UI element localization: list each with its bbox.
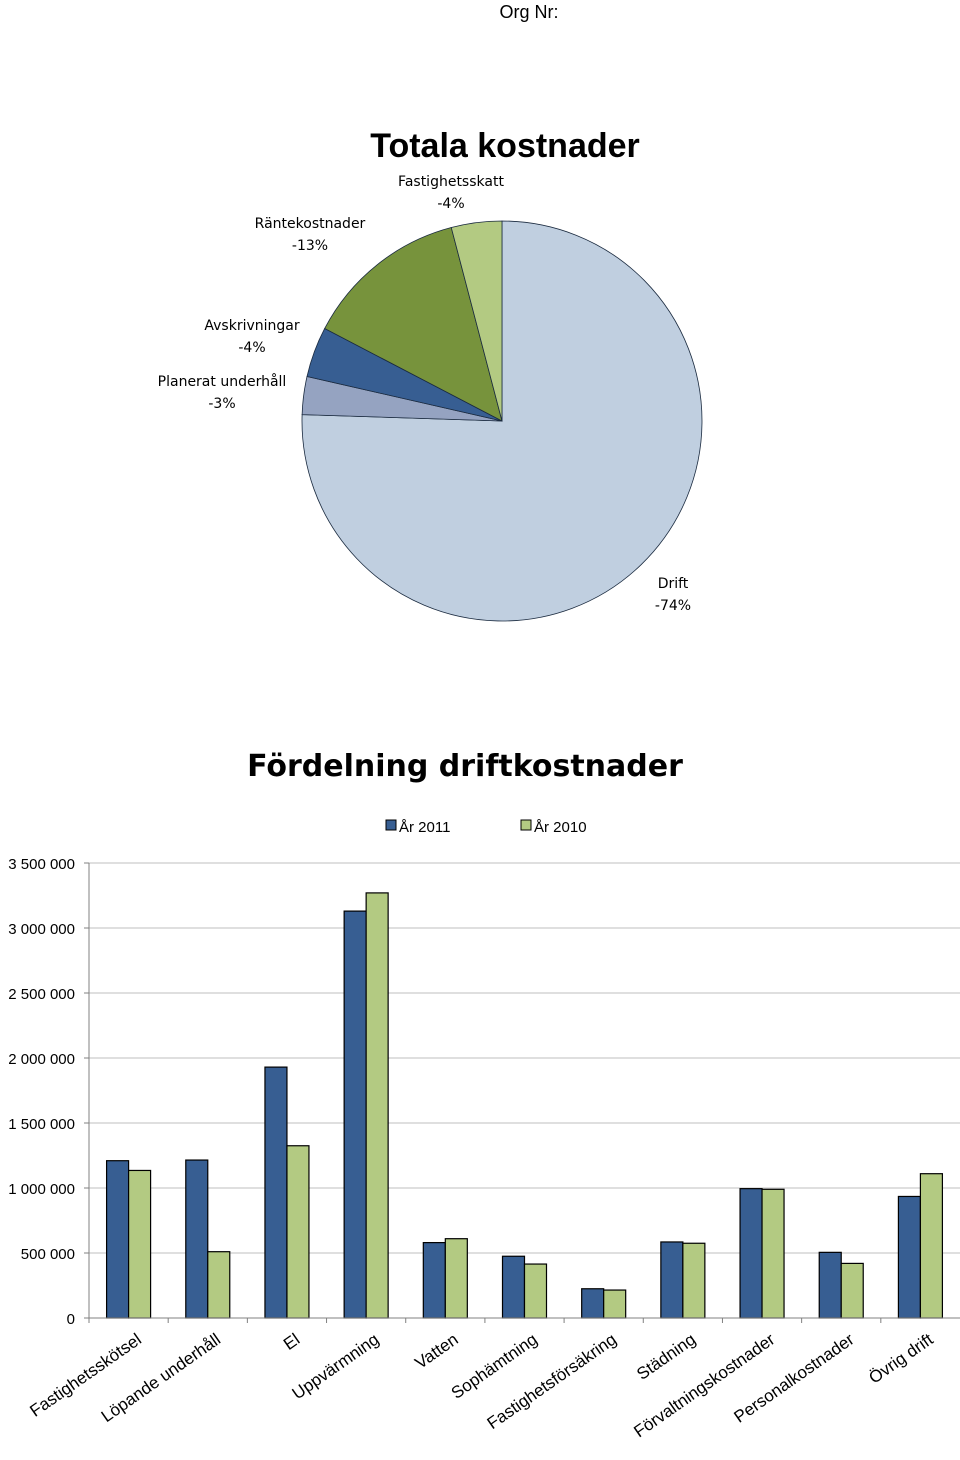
org-number-label: Org Nr: — [499, 2, 559, 22]
x-category-label: Vatten — [411, 1330, 461, 1373]
bar-fastighetsforsakring-2011 — [581, 1288, 605, 1319]
x-category-label: Övrig drift — [865, 1330, 936, 1388]
y-tick-label: 500 000 — [21, 1246, 75, 1263]
y-tick-label: 1 500 000 — [8, 1116, 75, 1133]
pie-percent-fastighetsskatt: -4% — [437, 196, 464, 212]
y-tick-label: 3 000 000 — [8, 921, 75, 938]
y-tick-label: 2 000 000 — [8, 1051, 75, 1068]
bar-stadning-2010 — [682, 1242, 706, 1319]
bar-ovrig-drift-2011 — [897, 1195, 922, 1319]
bar-el-2011 — [264, 1066, 288, 1319]
bar-chart-title: Fördelning driftkostnader — [247, 749, 683, 784]
pie-percent-rantekostnader: -13% — [292, 238, 328, 254]
bar-fastighetsskotsel-2011 — [105, 1160, 130, 1319]
pie-label-planerat-underhall: Planerat underhåll — [158, 373, 287, 390]
bar-chart: Fördelning driftkostnader År 2011 År 2010… — [8, 749, 960, 1441]
pie-slice-rantekostnader — [324, 227, 503, 422]
bar-uppvarmning-2011 — [343, 910, 367, 1319]
pie-percent-drift: -74% — [655, 598, 691, 614]
legend-label-2: År 2010 — [534, 819, 587, 836]
x-category-label: El — [280, 1330, 303, 1354]
bar-el-2010 — [286, 1145, 310, 1319]
bar-vatten-2011 — [422, 1241, 446, 1319]
pie-percent-planerat-underhall: -3% — [208, 396, 235, 412]
bar-stadning-2011 — [660, 1241, 684, 1319]
pie-label-fastighetsskatt: Fastighetsskatt — [398, 174, 504, 190]
bar-forvaltningskostnader-2010 — [761, 1188, 785, 1319]
bar-sophamtning-2011 — [501, 1255, 526, 1319]
pie-label-avskrivningar: Avskrivningar — [204, 318, 299, 334]
bar-ovrig-drift-2010 — [919, 1173, 944, 1319]
y-tick-label: 0 — [67, 1311, 75, 1328]
legend-label-1: År 2011 — [399, 819, 450, 836]
bar-personalkostnader-2010 — [840, 1262, 864, 1319]
bar-lopande-underhall-2011 — [185, 1159, 209, 1319]
legend-swatch-2 — [520, 819, 532, 831]
bar-sophamtning-2010 — [523, 1263, 548, 1319]
bar-fastighetsskotsel-2010 — [127, 1169, 152, 1319]
legend-swatch-1 — [385, 819, 397, 831]
pie-title: Totala kostnader — [370, 127, 640, 165]
pie-label-rantekostnader: Räntekostnader — [255, 216, 366, 232]
y-tick-label: 3 500 000 — [8, 856, 75, 873]
y-tick-label: 2 500 000 — [8, 986, 75, 1003]
bar-personalkostnader-2011 — [818, 1251, 842, 1319]
y-tick-label: 1 000 000 — [8, 1181, 75, 1198]
bar-forvaltningskostnader-2011 — [739, 1188, 763, 1319]
pie-slice-fastighetsskatt — [450, 220, 503, 422]
pie-chart: Totala kostnader Drift -74% Planerat under… — [158, 127, 703, 622]
x-category-label: Förvaltningskostnader — [630, 1330, 778, 1442]
x-category-label: Uppvärmning — [289, 1330, 383, 1404]
pie-percent-avskrivningar: -4% — [238, 340, 265, 356]
bar-uppvarmning-2010 — [365, 892, 389, 1319]
pie-label-drift: Drift — [658, 576, 689, 592]
bar-vatten-2010 — [444, 1238, 468, 1319]
x-category-label: Fastighetsförsäkring — [484, 1330, 620, 1433]
bar-fastighetsforsakring-2010 — [603, 1289, 627, 1319]
bar-lopande-underhall-2010 — [207, 1251, 231, 1319]
x-category-label: Städning — [633, 1330, 699, 1384]
